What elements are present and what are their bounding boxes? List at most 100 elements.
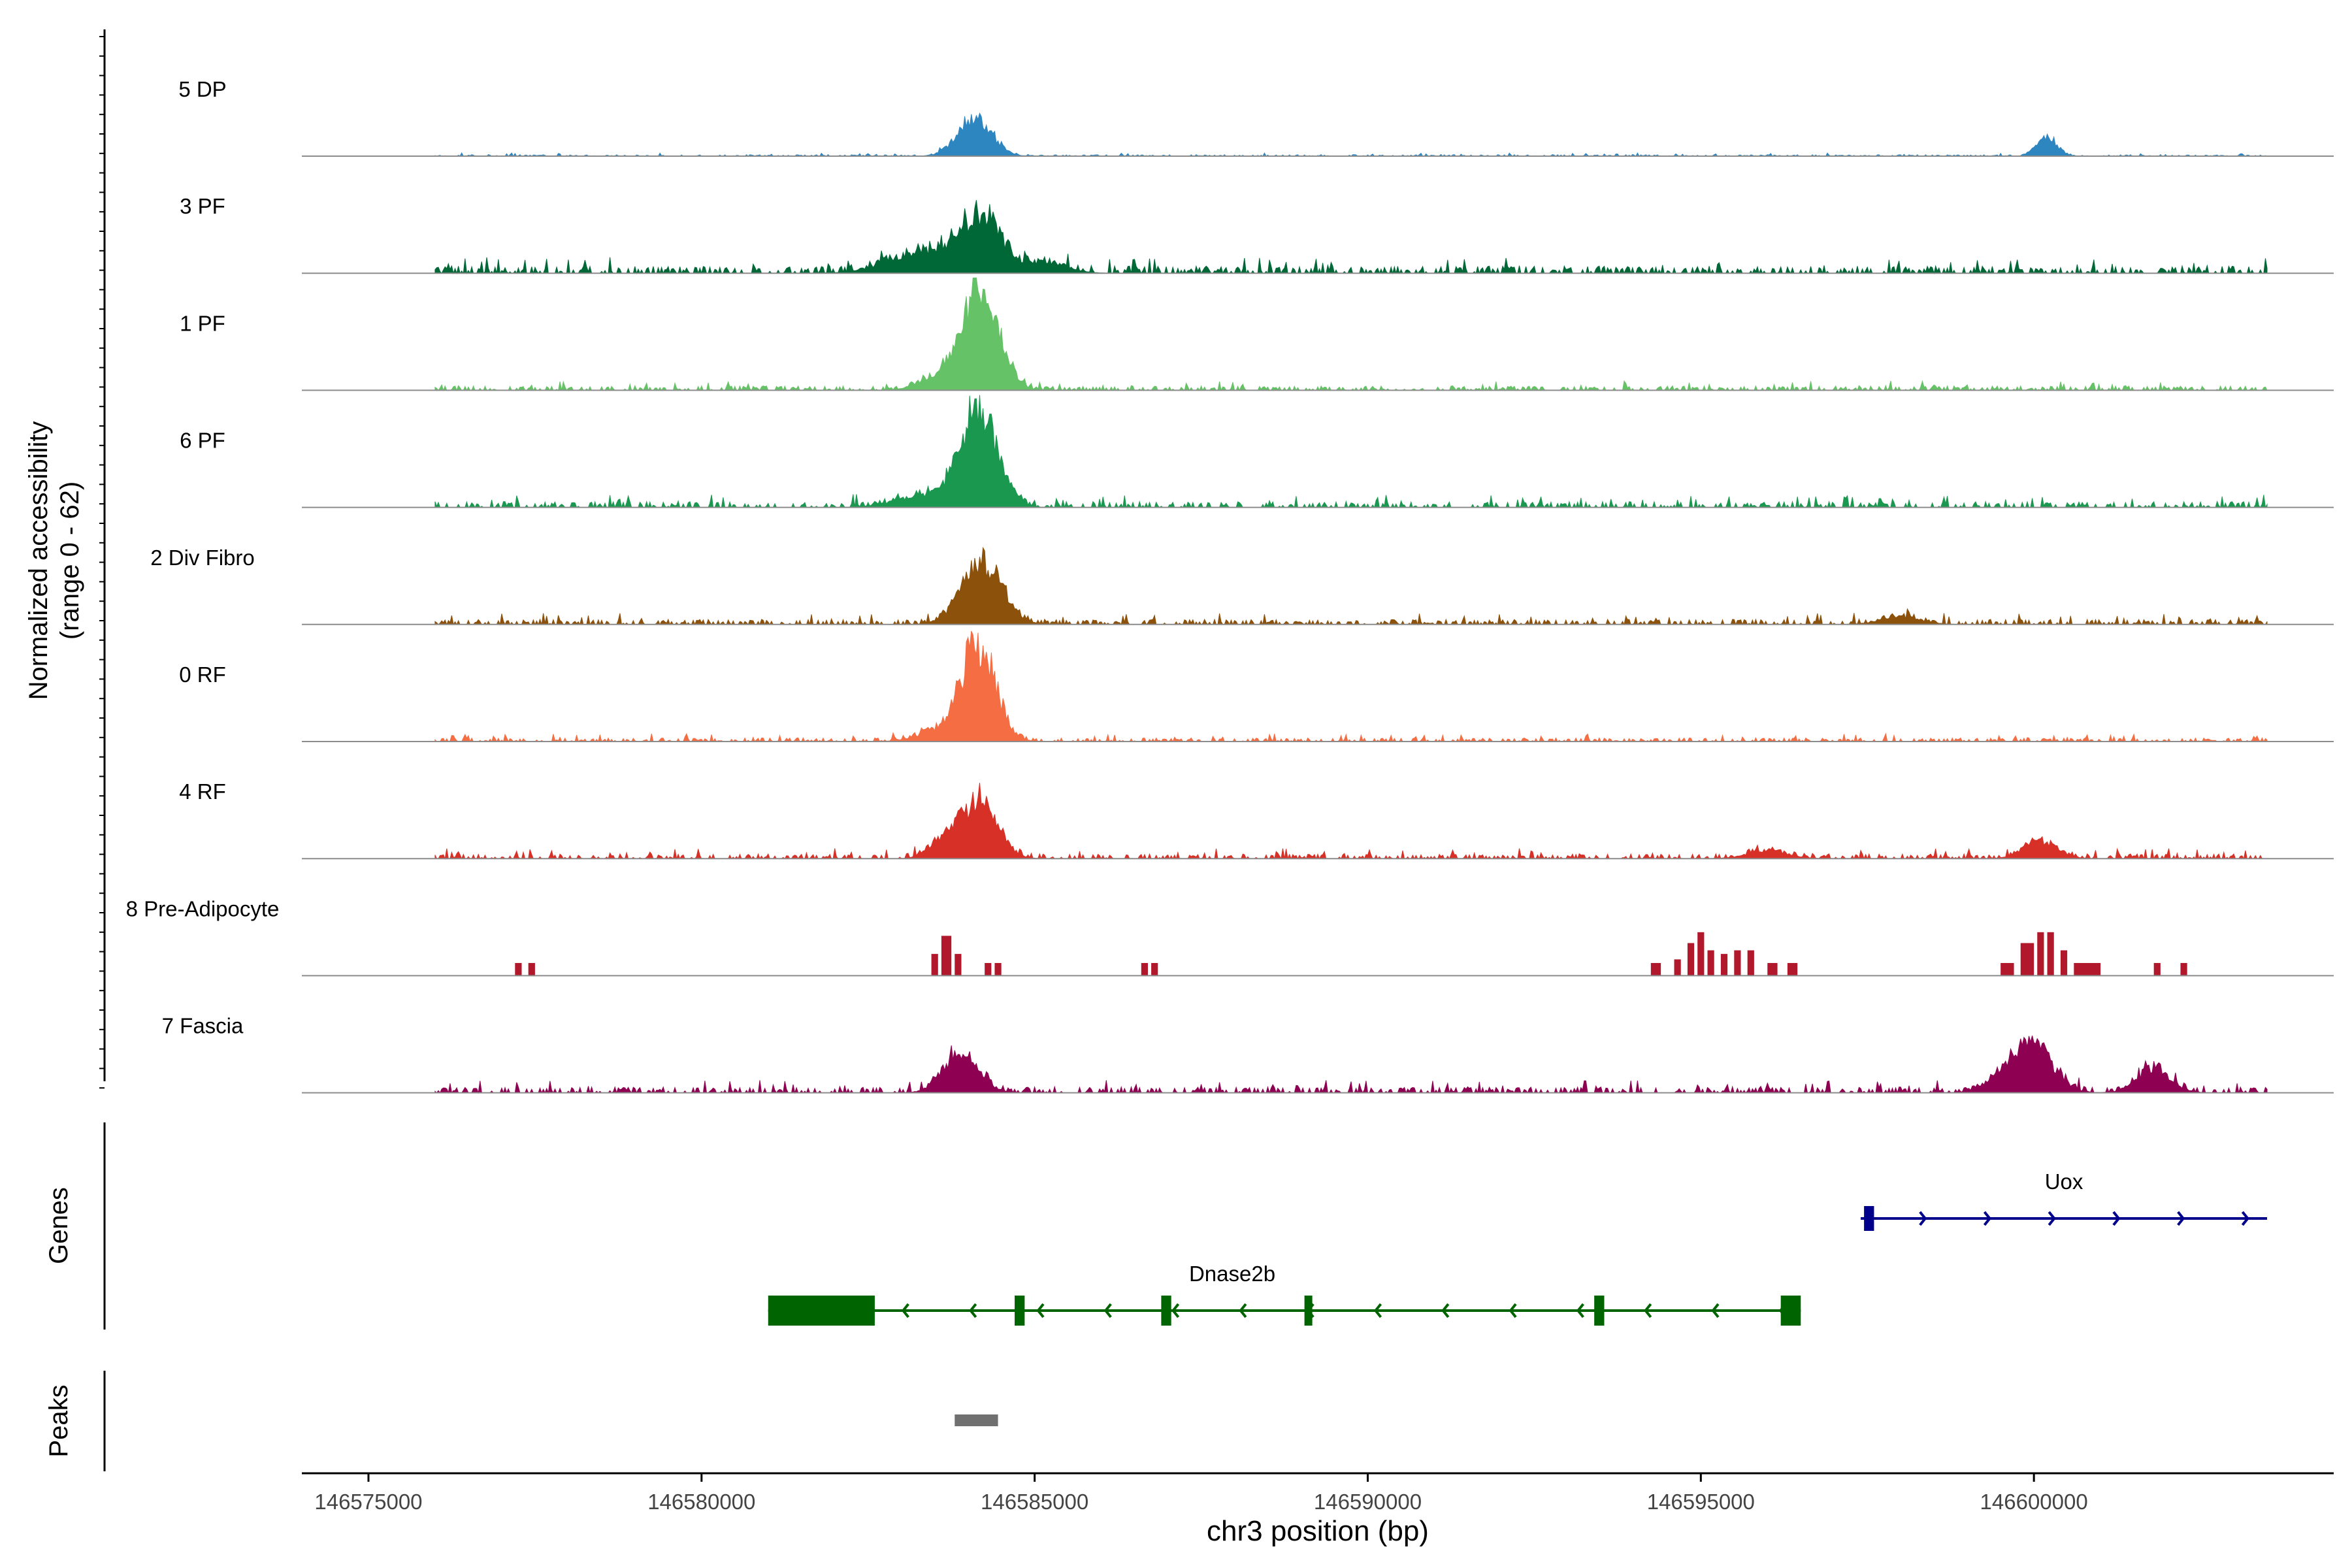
coverage-block [2020,943,2034,976]
strand-arrow [1171,1303,1180,1318]
gene-label: Dnase2b [1189,1262,1275,1286]
gene-annotations: Uox Dnase2b [768,1169,2268,1326]
strand-arrow [2048,1211,2056,1226]
track-label: 0 RF [179,662,226,687]
coverage-block [941,936,952,976]
track: 5 DP [178,77,2334,157]
strand-arrow [1441,1303,1450,1318]
strand-arrow [1373,1303,1382,1318]
strand-arrow [969,1303,977,1318]
exon [1864,1206,1874,1231]
coverage-area [434,395,2268,509]
exon [1161,1296,1171,1326]
coverage-block [1734,950,1741,976]
peak-regions [955,1414,998,1426]
track: 3 PF [180,194,2334,275]
gene: Dnase2b [768,1262,1801,1326]
gene-label: Uox [2045,1169,2083,1194]
track-label: 3 PF [180,194,225,218]
coverage-block [2180,962,2187,976]
coverage-block [2001,962,2014,976]
coverage-block [1674,959,1681,976]
peak-region [955,1414,998,1426]
x-tick-label: 146585000 [981,1490,1088,1514]
exon [768,1296,875,1326]
track: 7 Fascia [162,1014,2334,1094]
track-label: 1 PF [180,311,225,335]
x-tick-label: 146580000 [647,1490,755,1514]
strand-arrow [1239,1303,1247,1318]
track-label: 4 RF [179,779,226,804]
strand-arrow [1509,1303,1517,1318]
y-axis-label-line2: (range 0 - 62) [56,482,84,640]
coverage-block [931,954,938,976]
coverage-area [434,1036,2268,1094]
exon [1780,1296,1801,1326]
coverage-block [985,962,992,976]
track-label: 6 PF [180,429,225,453]
strand-arrow [2241,1211,2249,1226]
coverage-area [434,546,2268,626]
gene: Uox [1861,1169,2268,1231]
coverage-tracks: 5 DP 3 PF 1 PF 6 PF 2 Div Fibro 0 RF 4 RF 8 Pre… [126,77,2334,1094]
coverage-area [434,277,2268,392]
coverage-block [515,962,522,976]
x-tick-label: 146600000 [1980,1490,2088,1514]
exon [1304,1296,1313,1326]
strand-arrow [1983,1211,1992,1226]
coverage-block [1787,962,1798,976]
genes-track-label: Genes [44,1187,73,1264]
x-tick-label: 146575000 [314,1490,422,1514]
coverage-block [994,962,1002,976]
strand-arrow [2177,1211,2185,1226]
coverage-block [1141,962,1148,976]
track-label: 2 Div Fibro [150,546,255,570]
strand-arrow [1711,1303,1720,1318]
coverage-block [1687,943,1695,976]
track: 6 PF [180,395,2334,509]
strand-arrow [1036,1303,1045,1318]
y-axis-label-line1: Normalized accessibility [24,421,53,700]
coverage-area [434,112,2268,157]
coverage-block [2037,932,2044,976]
track: 1 PF [180,277,2334,392]
strand-arrow [1644,1303,1652,1318]
coverage-area [434,630,2268,743]
x-tick-label: 146595000 [1647,1490,1755,1514]
coverage-block [1650,962,1661,976]
coverage-block [1747,950,1754,976]
strand-arrow [1576,1303,1584,1318]
exon [1594,1296,1605,1326]
coverage-block [2047,932,2054,976]
coverage-block [955,954,962,976]
coverage-block [1707,950,1714,976]
track-label: 5 DP [178,77,226,101]
coverage-block [2153,962,2161,976]
track-label: 8 Pre-Adipocyte [126,896,280,921]
exon [1015,1296,1025,1326]
coverage-block [1720,954,1728,976]
strand-arrow [1103,1303,1112,1318]
x-axis: 146575000 146580000 146585000 146590000 1465… [302,1472,2334,1514]
peaks-track-label: Peaks [44,1384,73,1457]
strand-arrow [2112,1211,2121,1226]
track-label: 7 Fascia [162,1014,244,1038]
coverage-block [1697,932,1705,976]
track: 4 RF [179,779,2334,860]
x-tick-label: 146590000 [1314,1490,1422,1514]
accessibility-y-axis [99,29,106,1089]
x-axis-label: chr3 position (bp) [1207,1515,1429,1547]
coverage-area [434,783,2267,860]
coverage-block [1767,962,1778,976]
coverage-block [2060,950,2068,976]
coverage-area [434,200,2268,275]
track: 0 RF [179,630,2334,743]
track: 2 Div Fibro [150,546,2334,626]
strand-arrow [1919,1211,1927,1226]
coverage-block [528,962,535,976]
track: 8 Pre-Adipocyte [126,896,2334,977]
strand-arrow [901,1303,909,1318]
coverage-block [2074,962,2101,976]
coverage-block [1151,962,1158,976]
